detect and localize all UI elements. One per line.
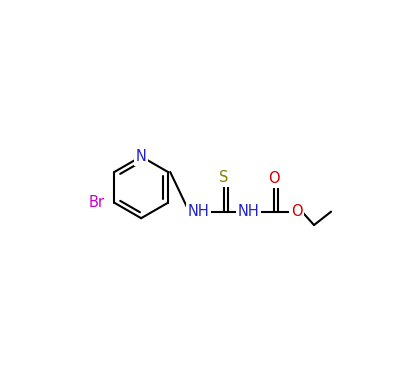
Text: O: O <box>268 171 280 186</box>
Text: O: O <box>291 204 303 219</box>
Text: NH: NH <box>238 204 260 219</box>
Text: S: S <box>219 170 229 185</box>
Text: N: N <box>136 149 147 164</box>
Text: Br: Br <box>89 195 105 210</box>
Text: NH: NH <box>187 204 209 219</box>
